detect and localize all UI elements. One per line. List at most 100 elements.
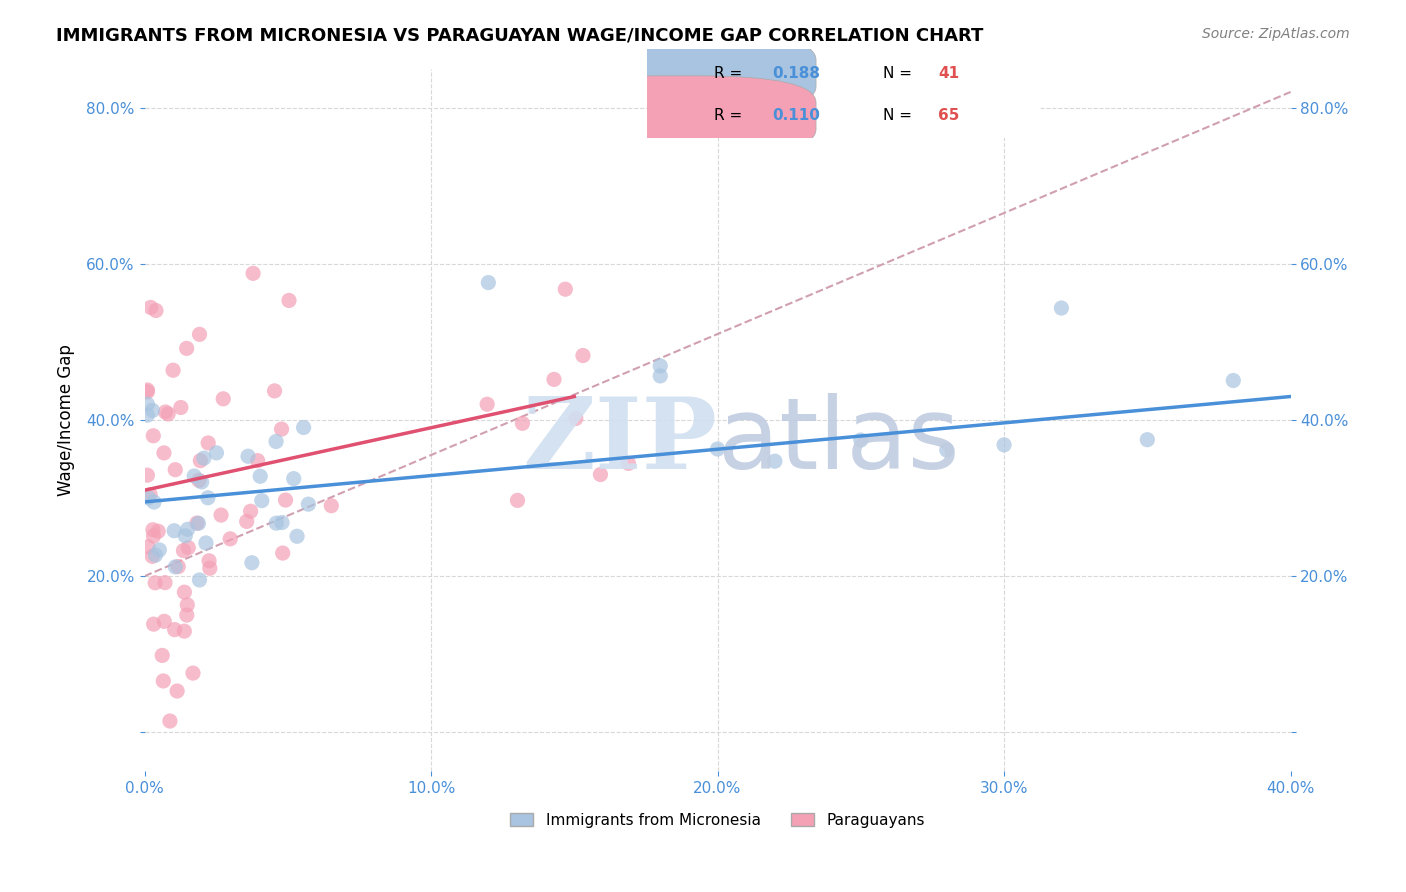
Point bbox=[477, 276, 499, 290]
Point bbox=[475, 397, 498, 411]
Text: IMMIGRANTS FROM MICRONESIA VS PARAGUAYAN WAGE/INCOME GAP CORRELATION CHART: IMMIGRANTS FROM MICRONESIA VS PARAGUAYAN… bbox=[56, 27, 984, 45]
Point bbox=[190, 453, 212, 467]
Point bbox=[271, 516, 294, 530]
Point bbox=[239, 504, 262, 518]
Text: N =: N = bbox=[883, 66, 917, 80]
Point bbox=[176, 342, 198, 356]
Point bbox=[572, 349, 595, 363]
Text: 0.188: 0.188 bbox=[773, 66, 821, 80]
Point bbox=[190, 475, 212, 489]
Point bbox=[142, 617, 165, 632]
Point bbox=[181, 666, 204, 681]
Point bbox=[554, 282, 576, 296]
Point bbox=[543, 372, 565, 386]
Point bbox=[1222, 374, 1244, 388]
Point bbox=[650, 368, 672, 383]
Point bbox=[849, 433, 872, 447]
Point bbox=[205, 446, 228, 460]
Point bbox=[271, 546, 294, 560]
Point bbox=[187, 474, 209, 488]
Point bbox=[167, 559, 190, 574]
Point bbox=[173, 585, 195, 599]
Point bbox=[250, 493, 273, 508]
Point bbox=[136, 540, 159, 554]
Point bbox=[297, 497, 319, 511]
Point bbox=[141, 549, 163, 564]
Point bbox=[589, 467, 612, 482]
Point bbox=[187, 516, 209, 531]
Point bbox=[1136, 433, 1159, 447]
Point bbox=[292, 420, 315, 434]
Point bbox=[278, 293, 301, 308]
Point bbox=[198, 561, 221, 575]
Point bbox=[176, 608, 198, 623]
Text: N =: N = bbox=[883, 109, 917, 123]
Text: R =: R = bbox=[714, 66, 747, 80]
Point bbox=[136, 383, 159, 397]
Point bbox=[166, 684, 188, 698]
Point bbox=[193, 451, 215, 466]
Y-axis label: Wage/Income Gap: Wage/Income Gap bbox=[58, 344, 75, 496]
Point bbox=[198, 554, 221, 568]
Point bbox=[274, 493, 297, 508]
Point bbox=[141, 403, 163, 417]
Point bbox=[212, 392, 235, 406]
FancyBboxPatch shape bbox=[638, 47, 1049, 140]
Point bbox=[176, 598, 198, 612]
Point bbox=[148, 543, 170, 558]
Point bbox=[174, 529, 197, 543]
Legend: Immigrants from Micronesia, Paraguayans: Immigrants from Micronesia, Paraguayans bbox=[505, 806, 931, 834]
Point bbox=[240, 556, 263, 570]
Point bbox=[150, 648, 173, 663]
Point bbox=[143, 575, 166, 590]
Point bbox=[136, 408, 159, 422]
Text: 41: 41 bbox=[938, 66, 959, 80]
Point bbox=[935, 443, 957, 458]
Text: ZIP: ZIP bbox=[523, 392, 717, 490]
Point bbox=[197, 436, 219, 450]
Point bbox=[155, 405, 177, 419]
Point bbox=[263, 384, 285, 398]
Point bbox=[706, 442, 728, 456]
Text: R =: R = bbox=[714, 109, 747, 123]
Point bbox=[197, 491, 219, 505]
Point bbox=[321, 499, 343, 513]
Point bbox=[264, 434, 287, 449]
Point bbox=[136, 468, 159, 483]
Point bbox=[146, 524, 169, 539]
Point bbox=[993, 438, 1015, 452]
Point bbox=[177, 541, 200, 555]
Point bbox=[209, 508, 232, 522]
Point bbox=[163, 524, 186, 538]
Point bbox=[285, 529, 308, 543]
Point bbox=[763, 454, 786, 468]
Point bbox=[162, 363, 184, 377]
Point bbox=[153, 446, 176, 460]
Point bbox=[188, 573, 211, 587]
Point bbox=[617, 456, 640, 470]
Point bbox=[165, 559, 187, 574]
Point bbox=[249, 469, 271, 483]
Text: Source: ZipAtlas.com: Source: ZipAtlas.com bbox=[1202, 27, 1350, 41]
Point bbox=[139, 301, 162, 315]
Point bbox=[139, 487, 162, 501]
Point bbox=[153, 575, 176, 590]
Point bbox=[145, 303, 167, 318]
Point bbox=[143, 495, 166, 509]
Point bbox=[236, 449, 259, 463]
Point bbox=[173, 624, 195, 639]
Point bbox=[235, 515, 257, 529]
FancyBboxPatch shape bbox=[540, 76, 815, 156]
Point bbox=[142, 523, 165, 537]
Point bbox=[136, 384, 159, 399]
Point bbox=[1050, 301, 1073, 315]
Point bbox=[142, 429, 165, 443]
Point bbox=[145, 548, 167, 562]
Point bbox=[173, 543, 195, 558]
Point bbox=[186, 516, 208, 530]
Point bbox=[242, 266, 264, 280]
Point bbox=[142, 529, 165, 543]
Point bbox=[159, 714, 181, 728]
Point bbox=[170, 401, 193, 415]
Text: atlas: atlas bbox=[717, 392, 959, 490]
